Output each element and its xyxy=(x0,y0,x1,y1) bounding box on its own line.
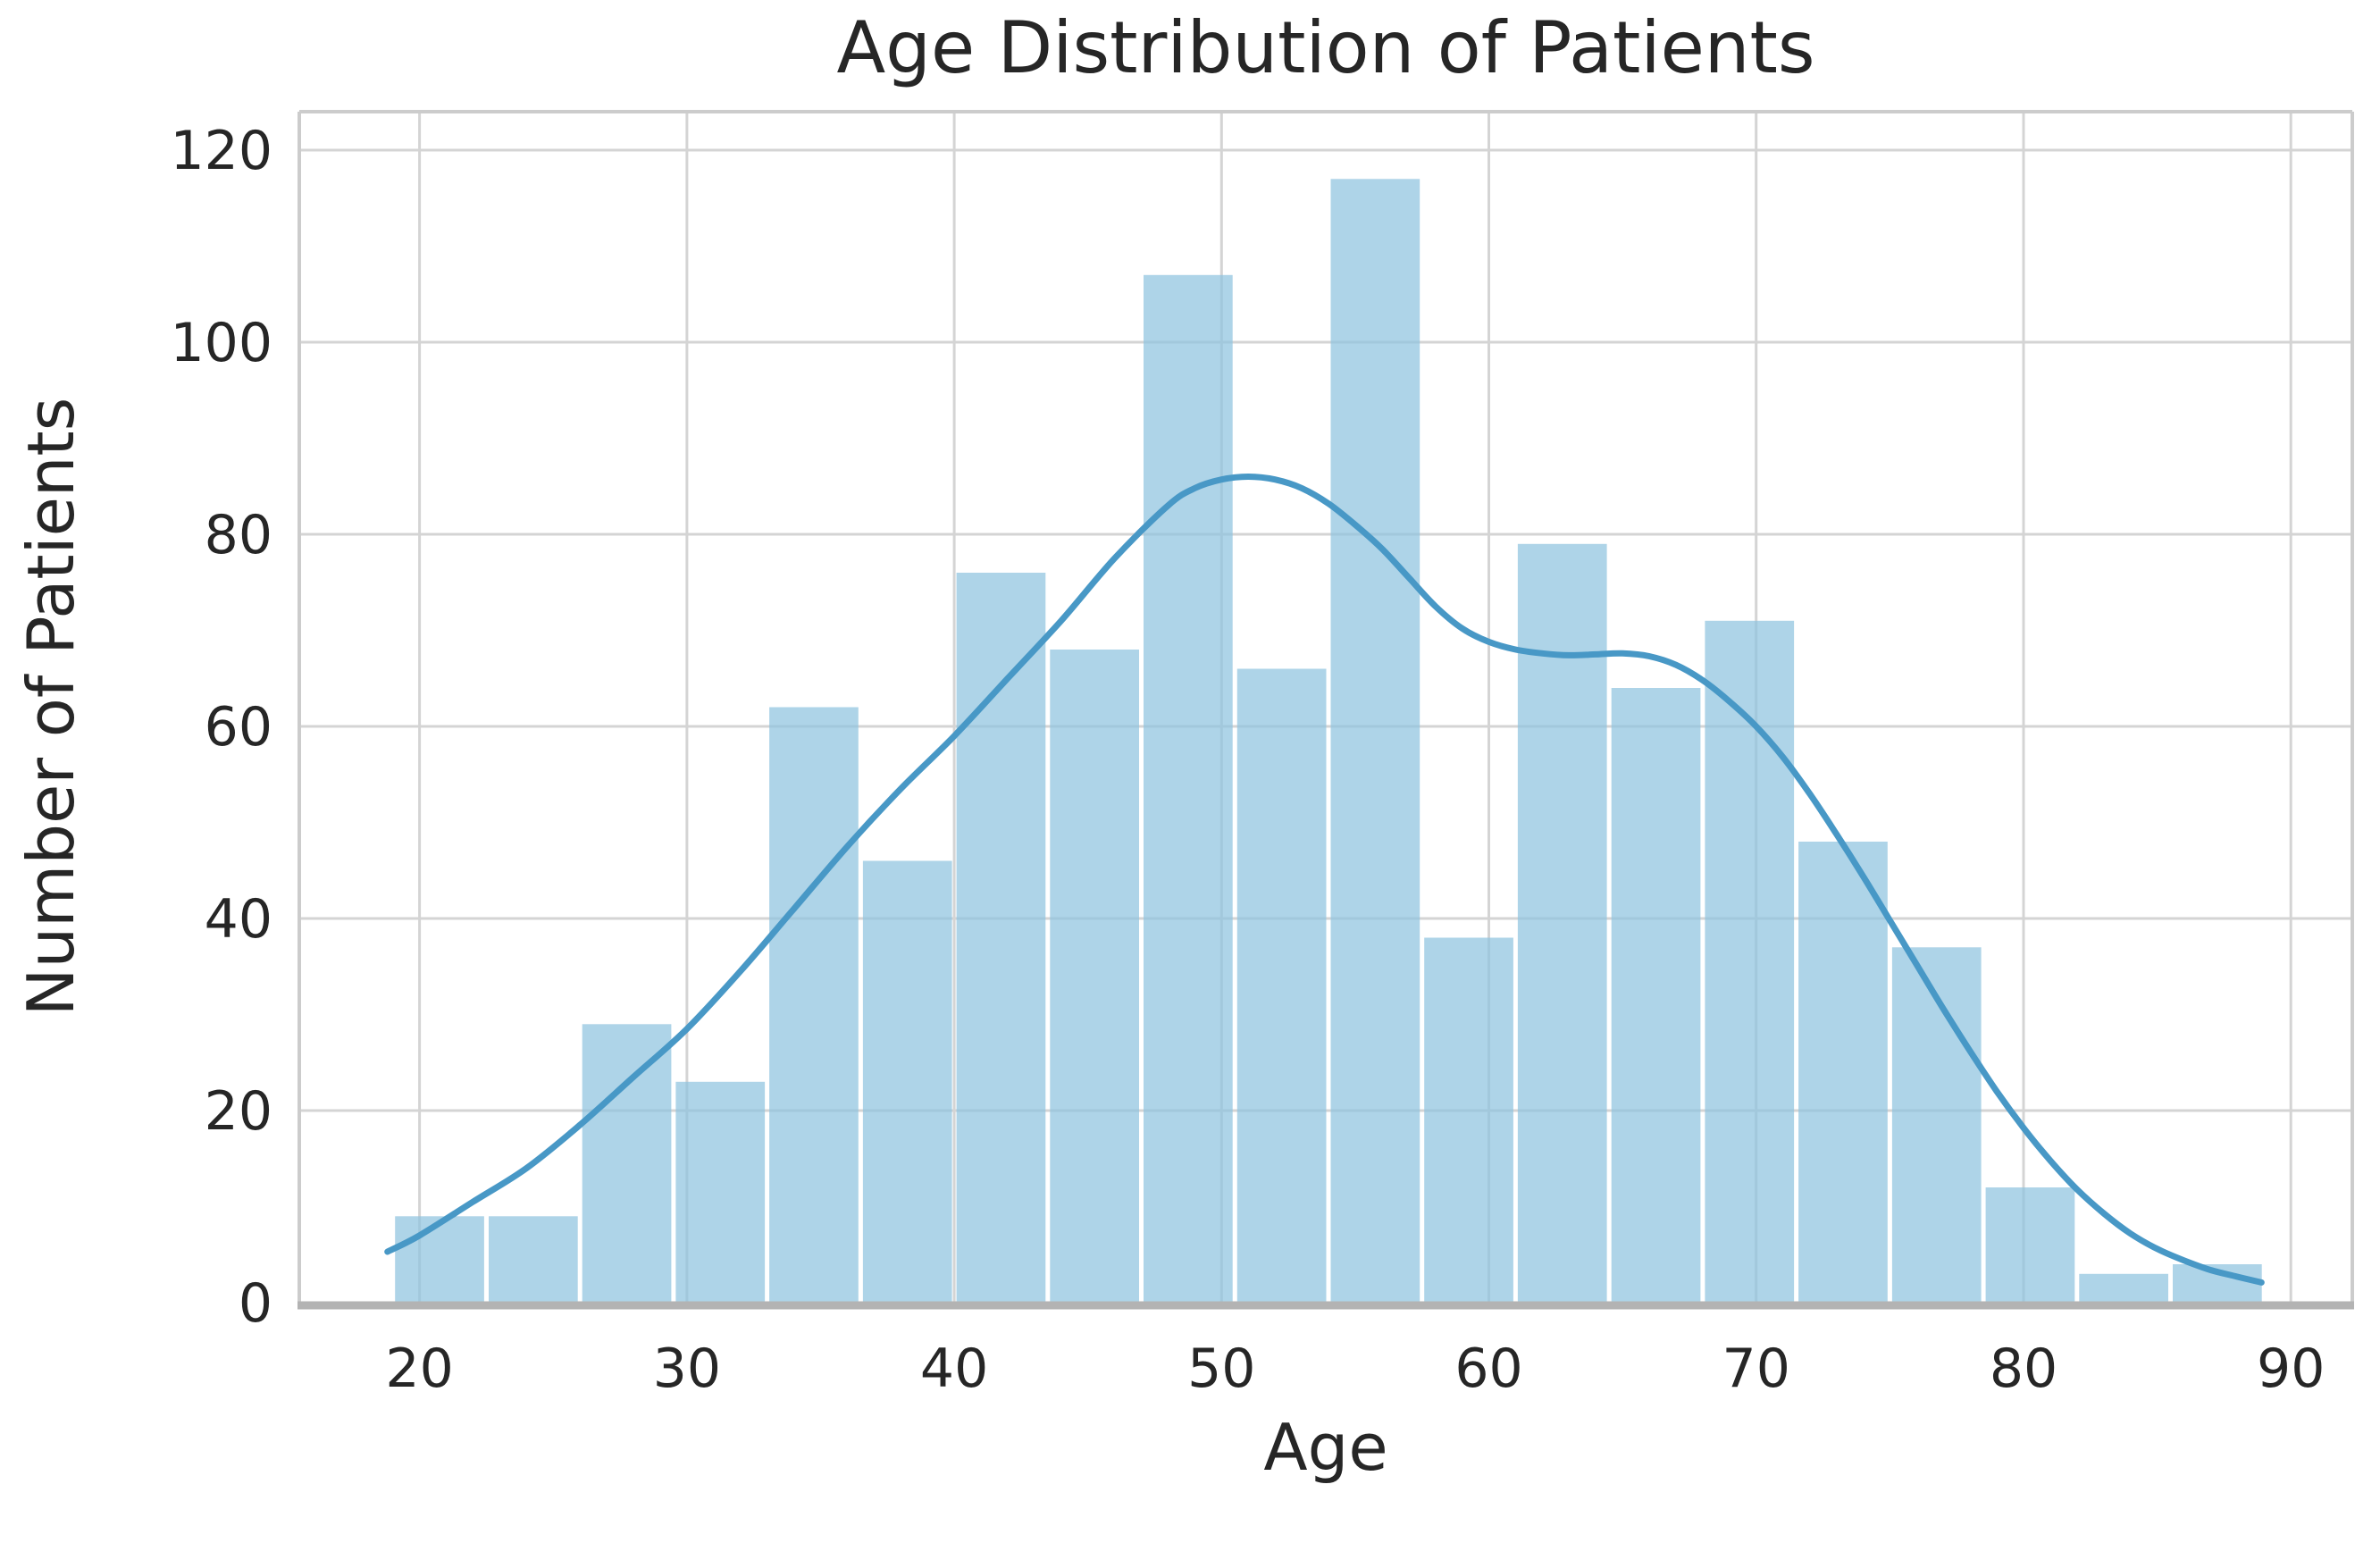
histogram-bar xyxy=(769,707,859,1303)
histogram-bar xyxy=(1611,688,1701,1303)
x-tick-label: 30 xyxy=(653,1338,721,1400)
histogram-bar xyxy=(1050,650,1139,1303)
kde-curve xyxy=(384,473,2265,1286)
x-tick-label: 60 xyxy=(1454,1338,1522,1400)
histogram-bar xyxy=(489,1216,578,1304)
x-tick-label: 90 xyxy=(2257,1338,2325,1400)
histogram-bar xyxy=(1705,620,1795,1304)
histogram-bar xyxy=(862,860,952,1303)
histogram-bar xyxy=(395,1216,484,1304)
histogram-bar xyxy=(1330,179,1420,1304)
x-tick-label: 80 xyxy=(1990,1338,2057,1400)
x-tick-label: 50 xyxy=(1187,1338,1255,1400)
histogram-bar xyxy=(1236,668,1327,1303)
y-tick-label: 0 xyxy=(239,1272,272,1335)
histogram-bar xyxy=(582,1024,672,1304)
y-tick-label: 60 xyxy=(205,696,272,759)
x-axis-label: Age xyxy=(1263,1410,1388,1485)
y-tick-label: 20 xyxy=(205,1080,272,1143)
histogram-bar xyxy=(2079,1273,2168,1304)
y-tick-label: 100 xyxy=(170,312,272,374)
histogram-bar xyxy=(1798,842,1888,1303)
histogram-bar xyxy=(1424,937,1513,1303)
histogram-bar xyxy=(1144,274,1233,1304)
histogram-bar xyxy=(1985,1187,2075,1303)
histogram-bar xyxy=(675,1081,766,1304)
chart-title: Age Distribution of Patients xyxy=(836,6,1815,89)
x-tick-label: 40 xyxy=(920,1338,988,1400)
y-tick-label: 40 xyxy=(205,888,272,951)
y-tick-label: 120 xyxy=(170,120,272,182)
y-tick-label: 80 xyxy=(205,504,272,566)
histogram-bar xyxy=(956,573,1046,1303)
histogram-bar xyxy=(1891,947,1982,1304)
histogram-bar xyxy=(1517,543,1607,1304)
x-tick-label: 70 xyxy=(1722,1338,1790,1400)
x-tick-label: 20 xyxy=(385,1338,453,1400)
